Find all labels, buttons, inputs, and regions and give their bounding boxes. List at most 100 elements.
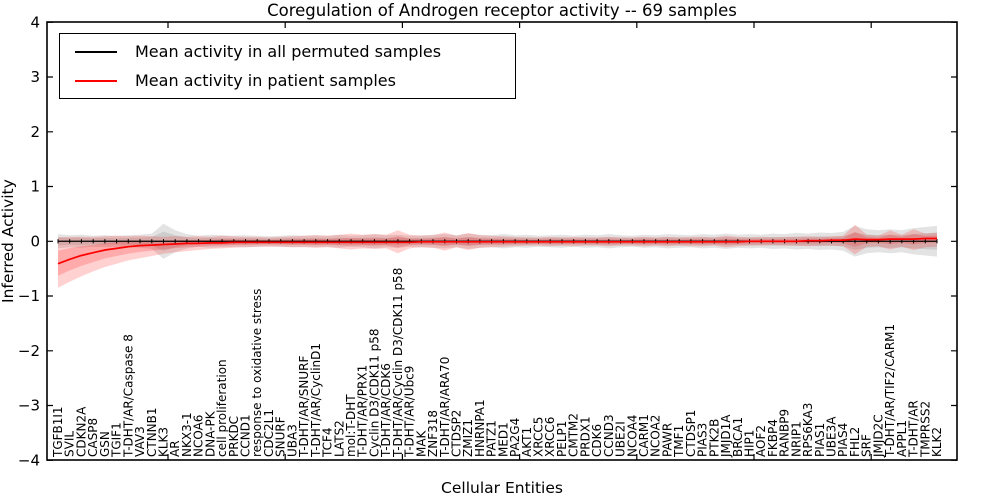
x-tick-label: T-DHT/AR/Caspase 8 xyxy=(121,334,135,458)
x-tick-label: PIAS1 xyxy=(813,423,827,457)
x-tick-label: T-DHT/AR/ARA70 xyxy=(438,357,452,458)
x-tick-label: JMJD1A xyxy=(719,414,733,458)
x-tick-label: CTNNB1 xyxy=(145,407,159,457)
x-tick-label: T-DHT/AR xyxy=(907,400,921,458)
x-tick-label: mol:T-DHT xyxy=(344,394,358,457)
x-tick-label: PIAS4 xyxy=(836,423,850,457)
x-tick-label: TMPRSS2 xyxy=(918,401,932,458)
permuted-line-swatch xyxy=(75,50,117,53)
x-tick-label: FHL2 xyxy=(848,427,862,457)
x-tick-label: CTDSP1 xyxy=(684,410,698,457)
x-tick-label: XRCC6 xyxy=(543,417,557,457)
x-tick-label: MED1 xyxy=(496,422,510,457)
y-tick-label: 3 xyxy=(30,68,40,86)
y-axis-ticks xyxy=(47,21,957,461)
legend-label-patient: Mean activity in patient samples xyxy=(135,71,396,90)
x-tick-label: RANBP9 xyxy=(778,409,792,457)
x-axis-ticks xyxy=(167,22,872,460)
x-tick-label: PAWR xyxy=(660,423,674,457)
x-tick-label: XRCC5 xyxy=(532,417,546,457)
x-tick-label: KLK2 xyxy=(930,427,944,457)
y-axis-label: Inferred Activity xyxy=(0,179,17,303)
legend-box: Mean activity in all permuted samples Me… xyxy=(59,33,516,99)
x-tick-label: PATZ1 xyxy=(485,420,499,457)
y-tick-label: 0 xyxy=(30,232,40,250)
x-tick-label: CASP8 xyxy=(86,418,100,457)
x-tick-label: DNA-PK xyxy=(203,410,217,457)
x-tick-label: CDKN2A xyxy=(74,406,88,457)
x-tick-label: CTDSP2 xyxy=(450,410,464,457)
x-tick-label: TGIF1 xyxy=(110,422,124,458)
y-tick-label: 4 xyxy=(30,13,40,31)
x-tick-label: PRDX1 xyxy=(578,416,592,457)
x-tick-label: TCF4 xyxy=(321,427,335,458)
x-tick-label: VAV3 xyxy=(133,426,147,457)
x-tick-label: T-DHT/AR/CyclinD1 xyxy=(309,343,323,458)
y-tick-label: −3 xyxy=(18,397,40,415)
x-tick-label: HIP1 xyxy=(743,430,757,457)
x-tick-label: NCOA2 xyxy=(649,415,663,457)
x-tick-label: BRCA1 xyxy=(731,417,745,457)
x-tick-label: RPS6KA3 xyxy=(801,403,815,457)
legend-item-patient: Mean activity in patient samples xyxy=(60,67,515,95)
x-tick-label: T-DHT/AR/SNURF xyxy=(297,356,311,459)
x-tick-label: NKX3-1 xyxy=(180,412,194,457)
x-tick-label: T-DHT/AR/CDK6 xyxy=(379,363,393,458)
x-tick-label: cell proliferation xyxy=(215,359,229,457)
x-tick-label: response to oxidative stress xyxy=(250,289,264,457)
x-tick-label: UBE3A xyxy=(825,416,839,457)
x-tick-label: AOF2 xyxy=(754,425,768,457)
x-tick-label: PTK2B xyxy=(707,419,721,457)
x-tick-label: CCND1 xyxy=(239,414,253,457)
x-tick-label: NCOA6 xyxy=(192,415,206,457)
x-tick-label: APPL1 xyxy=(895,420,909,457)
y-tick-label: 2 xyxy=(30,123,40,141)
x-tick-label: CDK6 xyxy=(590,424,604,457)
legend-item-permuted: Mean activity in all permuted samples xyxy=(60,38,515,66)
x-tick-label: GSN xyxy=(98,431,112,457)
patient-band-outer xyxy=(58,224,937,288)
x-tick-label: TMF1 xyxy=(672,425,686,458)
x-tick-label: MAK xyxy=(414,429,428,457)
x-tick-label: KLK3 xyxy=(157,427,171,457)
y-tick-label: −2 xyxy=(18,342,40,360)
x-tick-label: TGFB1I1 xyxy=(51,406,65,458)
x-tick-label: HNRNPA1 xyxy=(473,399,487,457)
y-tick-label: 1 xyxy=(30,178,40,196)
x-tick-label: ZNF318 xyxy=(426,410,440,457)
x-tick-label: SVIL xyxy=(63,431,77,457)
x-tick-label: NCOA4 xyxy=(625,415,639,457)
x-tick-label: CMTM2 xyxy=(567,413,581,457)
x-tick-label: UBE2I xyxy=(614,421,628,457)
x-tick-label: AKT1 xyxy=(520,427,534,457)
x-tick-label: PRKDC xyxy=(227,416,241,457)
x-tick-label: NRIP1 xyxy=(789,421,803,457)
y-tick-label: −4 xyxy=(18,451,40,469)
x-tick-label: PIAS3 xyxy=(696,423,710,457)
x-tick-label: UBA3 xyxy=(285,424,299,457)
legend-label-permuted: Mean activity in all permuted samples xyxy=(135,42,442,61)
x-tick-label: LATS2 xyxy=(332,420,346,457)
chart-title: Coregulation of Androgen receptor activi… xyxy=(267,1,737,20)
y-tick-label: −1 xyxy=(18,287,40,305)
patient-mean-line xyxy=(57,237,937,265)
x-tick-label: T-DHT/AR/Cyclin D3/CDK11 p58 xyxy=(391,268,405,458)
x-tick-label: CDC2L1 xyxy=(262,409,276,457)
x-tick-label: T-DHT/AR/PRX1 xyxy=(356,365,370,458)
x-tick-label: SRF xyxy=(860,434,874,457)
x-tick-label: T-DHT/AR/Ubc9 xyxy=(403,366,417,458)
x-tick-label: JMJD2C xyxy=(871,414,885,458)
x-tick-label: Cyclin D3/CDK11 p58 xyxy=(367,328,381,457)
x-tick-label: T-DHT/AR/TIF2/CARM1 xyxy=(883,324,897,458)
x-tick-label: PELP1 xyxy=(555,421,569,457)
x-tick-label: CCND3 xyxy=(602,414,616,457)
x-tick-label: PA2G4 xyxy=(508,418,522,457)
patient-line-swatch xyxy=(75,79,117,82)
x-tick-label: ZMIZ1 xyxy=(461,419,475,457)
x-tick-label: AR xyxy=(168,440,182,457)
x-axis-label: Cellular Entities xyxy=(441,479,563,497)
x-tick-label: SNURF xyxy=(274,416,288,457)
x-tick-label: CARM1 xyxy=(637,414,651,457)
